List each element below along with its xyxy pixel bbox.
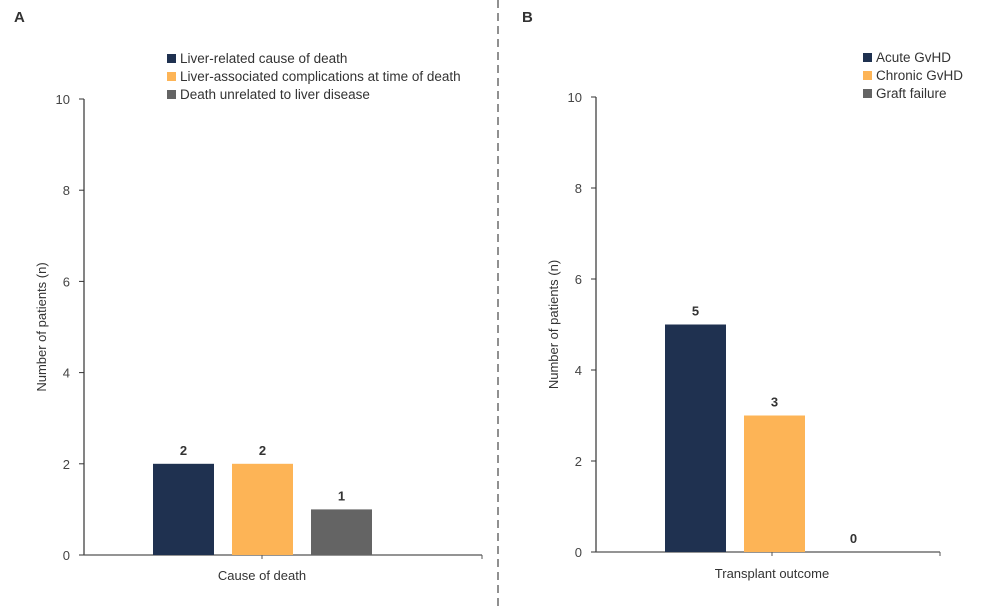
- bar: [311, 509, 372, 555]
- data-label: 1: [338, 488, 345, 503]
- panel-a: A 0 2 4 6 8 10 Number of patients (n) Cause of d…: [14, 9, 483, 583]
- y-tick-label: 6: [63, 274, 70, 289]
- legend-swatch: [863, 71, 872, 80]
- data-label: 3: [771, 395, 778, 410]
- data-label: 5: [692, 304, 699, 319]
- bar: [665, 324, 726, 552]
- legend-label: Acute GvHD: [876, 50, 951, 65]
- y-tick-label: 6: [575, 272, 582, 287]
- panel-b: B 0 2 4 6 8 10 Number of patients (n) Transplant…: [522, 9, 963, 581]
- x-axis-title: Cause of death: [218, 568, 306, 583]
- y-tick-label: 4: [575, 363, 582, 378]
- y-axis-title: Number of patients (n): [34, 262, 49, 391]
- legend-swatch: [167, 72, 176, 81]
- data-label: 2: [180, 443, 187, 458]
- y-tick-label: 10: [568, 90, 582, 105]
- bar: [744, 415, 805, 552]
- legend-swatch: [863, 89, 872, 98]
- y-tick-label: 0: [63, 548, 70, 563]
- data-label: 2: [259, 443, 266, 458]
- legend-label: Liver-related cause of death: [180, 51, 347, 66]
- data-label: 0: [850, 531, 857, 546]
- legend-label: Chronic GvHD: [876, 68, 963, 83]
- y-tick-label: 4: [63, 366, 70, 381]
- x-axis-title: Transplant outcome: [715, 566, 829, 581]
- legend-label: Death unrelated to liver disease: [180, 87, 370, 102]
- panel-label: B: [522, 9, 533, 26]
- legend-swatch: [167, 90, 176, 99]
- panel-label: A: [14, 9, 25, 26]
- legend-swatch: [863, 53, 872, 62]
- bar: [232, 463, 293, 555]
- y-tick-label: 8: [575, 181, 582, 196]
- legend-swatch: [167, 54, 176, 63]
- y-axis-title: Number of patients (n): [546, 260, 561, 389]
- legend-label: Liver-associated complications at time o…: [180, 69, 461, 84]
- y-tick-label: 10: [56, 92, 70, 107]
- y-tick-label: 2: [63, 457, 70, 472]
- y-tick-label: 0: [575, 545, 582, 560]
- y-tick-label: 2: [575, 454, 582, 469]
- y-tick-label: 8: [63, 183, 70, 198]
- legend-label: Graft failure: [876, 86, 947, 101]
- bar: [153, 463, 214, 555]
